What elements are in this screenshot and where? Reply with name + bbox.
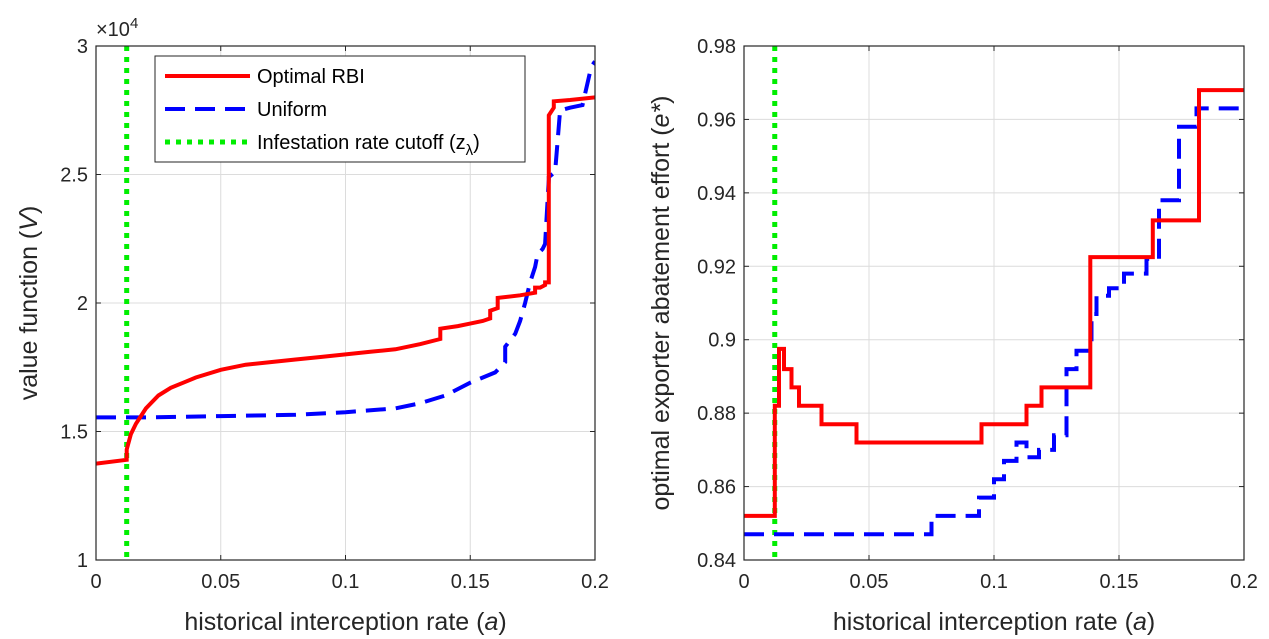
- y-tick-label: 1.5: [60, 422, 88, 444]
- y-tick-label: 0.9: [708, 330, 736, 352]
- left-chart-panel: 0 0.05 0.1 0.15 0.2 1 1.5 2 2.5 3 historical inter…: [15, 15, 609, 636]
- y-tick-label: 2: [77, 293, 88, 315]
- axis-multiplier: ×104: [96, 15, 138, 41]
- x-tick-label: 0.15: [451, 571, 490, 593]
- x-axis-label: historical interception rate (a): [184, 608, 506, 636]
- x-tick-label: 0.2: [581, 571, 609, 593]
- legend-entry-uniform-label: Uniform: [257, 99, 327, 121]
- legend-entry-optimal-rbi-label: Optimal RBI: [257, 66, 365, 88]
- y-tick-label: 0.86: [697, 477, 736, 499]
- y-tick-label: 0.84: [697, 550, 736, 572]
- x-tick-label: 0.2: [1230, 571, 1258, 593]
- y-tick-label: 0.96: [697, 109, 736, 131]
- y-tick-label: 0.94: [697, 183, 736, 205]
- y-axis-label: optimal exporter abatement effort (e*): [647, 95, 675, 510]
- y-tick-label: 0.98: [697, 36, 736, 58]
- y-tick-label: 0.92: [697, 256, 736, 278]
- y-axis-label: value function (V): [15, 206, 43, 401]
- y-tick-label: 3: [77, 36, 88, 58]
- x-tick-label: 0.15: [1100, 571, 1139, 593]
- y-tick-label: 0.88: [697, 403, 736, 425]
- right-chart-panel: 0 0.05 0.1 0.15 0.2 0.84 0.86 0.88 0.9 0.92 0.94 0.…: [647, 36, 1258, 636]
- x-tick-label: 0.1: [332, 571, 360, 593]
- x-tick-label: 0.05: [850, 571, 889, 593]
- x-tick-label: 0: [90, 571, 101, 593]
- x-tick-label: 0.1: [980, 571, 1008, 593]
- x-axis-label: historical interception rate (a): [833, 608, 1155, 636]
- x-tick-label: 0.05: [201, 571, 240, 593]
- y-tick-label: 1: [77, 550, 88, 572]
- y-tick-label: 2.5: [60, 165, 88, 187]
- x-tick-label: 0: [738, 571, 749, 593]
